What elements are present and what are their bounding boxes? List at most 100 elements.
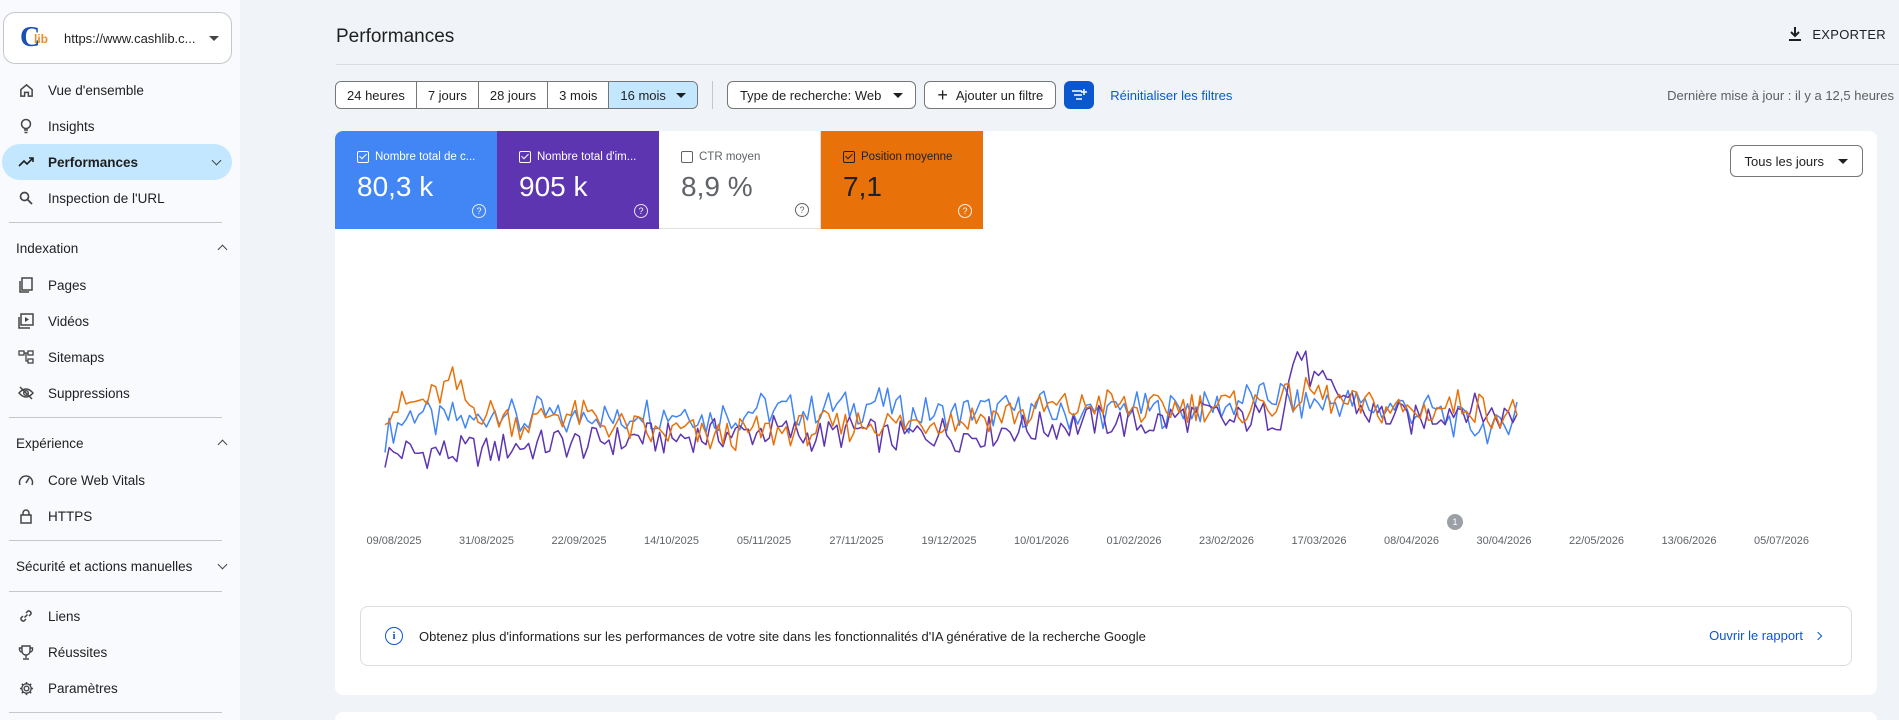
chevron-down-icon xyxy=(1838,158,1848,164)
section-experience[interactable]: Expérience xyxy=(0,424,240,462)
metric-impressions[interactable]: Nombre total d'im... 905 k ? xyxy=(497,131,659,229)
chevron-down-icon[interactable] xyxy=(211,155,222,166)
range-16m[interactable]: 16 mois xyxy=(609,82,697,108)
trending-up-icon xyxy=(18,154,34,170)
sidebar: C lib https://www.cashlib.c... Vue d'ens… xyxy=(0,0,240,720)
home-icon xyxy=(18,82,34,98)
header-divider xyxy=(336,64,1899,65)
page-header: Performances EXPORTER xyxy=(336,0,1899,64)
gear-icon xyxy=(18,680,34,696)
metric-position[interactable]: Position moyenne 7,1 ? xyxy=(821,131,983,229)
x-tick-label: 30/04/2026 xyxy=(1476,535,1532,547)
x-tick-label: 27/11/2025 xyxy=(829,535,884,547)
search-icon xyxy=(18,190,34,206)
metric-clicks[interactable]: Nombre total de c... 80,3 k ? xyxy=(335,131,497,229)
info-icon: i xyxy=(385,627,403,645)
sidebar-item-achievements[interactable]: Réussites xyxy=(0,634,233,670)
last-updated: Dernière mise à jour : il y a 12,5 heure… xyxy=(1667,88,1894,103)
chevron-down-icon xyxy=(217,559,228,570)
sidebar-divider xyxy=(9,540,222,541)
property-selector[interactable]: C lib https://www.cashlib.c... xyxy=(3,12,232,64)
property-logo: C lib xyxy=(20,22,48,53)
sidebar-item-sitemaps[interactable]: Sitemaps xyxy=(0,339,233,375)
help-icon[interactable]: ? xyxy=(795,203,809,217)
sidebar-item-videos[interactable]: Vidéos xyxy=(0,303,233,339)
x-tick-label: 10/01/2026 xyxy=(1013,535,1070,547)
sitemap-icon xyxy=(18,349,34,365)
reset-filters-link[interactable]: Réinitialiser les filtres xyxy=(1110,87,1233,103)
x-tick-label: 22/05/2026 xyxy=(1568,535,1625,547)
sidebar-divider xyxy=(9,222,222,223)
section-security[interactable]: Sécurité et actions manuelles xyxy=(0,547,240,585)
metric-ctr[interactable]: CTR moyen 8,9 % ? xyxy=(659,131,821,229)
days-dropdown[interactable]: Tous les jours xyxy=(1729,145,1863,177)
x-tick-label: 09/08/2025 xyxy=(366,535,422,547)
ai-info-banner: i Obtenez plus d'informations sur les pe… xyxy=(360,606,1852,666)
chevron-up-icon xyxy=(217,244,228,255)
range-7d[interactable]: 7 jours xyxy=(416,82,479,108)
filter-bar: 24 heures 7 jours 28 jours 3 mois 16 moi… xyxy=(335,81,1232,109)
x-tick-label: 13/06/2026 xyxy=(1661,535,1717,547)
x-tick-label: 23/02/2026 xyxy=(1198,535,1255,547)
series-line-2 xyxy=(384,366,1518,452)
x-tick-label: 05/07/2026 xyxy=(1753,535,1810,547)
sidebar-item-insights[interactable]: Insights xyxy=(0,108,233,144)
page-title: Performances xyxy=(336,26,455,47)
pages-icon xyxy=(18,277,34,293)
section-indexing[interactable]: Indexation xyxy=(0,229,240,267)
sidebar-divider xyxy=(9,417,222,418)
x-tick-label: 14/10/2025 xyxy=(643,535,700,547)
video-icon xyxy=(18,313,34,329)
x-tick-label: 08/04/2026 xyxy=(1383,535,1440,547)
checkbox-unchecked-icon[interactable] xyxy=(681,151,693,163)
range-3m[interactable]: 3 mois xyxy=(548,82,610,108)
checkbox-checked-icon[interactable] xyxy=(519,151,531,163)
date-range-chips: 24 heures 7 jours 28 jours 3 mois 16 moi… xyxy=(335,81,698,109)
series-line-1 xyxy=(384,350,1518,470)
open-report-link[interactable]: Ouvrir le rapport xyxy=(1709,628,1823,643)
sidebar-item-core-web-vitals[interactable]: Core Web Vitals xyxy=(0,462,233,498)
performance-chart[interactable] xyxy=(335,229,1877,529)
x-tick-label: 22/09/2025 xyxy=(551,535,607,547)
annotation-marker[interactable]: 1 xyxy=(1447,514,1463,530)
chevron-down-icon xyxy=(675,92,686,98)
secondary-card xyxy=(335,712,1877,720)
performance-card: Nombre total de c... 80,3 k ? Nombre tot… xyxy=(335,131,1877,695)
filter-separator xyxy=(711,81,713,109)
filter-icon xyxy=(1072,89,1088,100)
help-icon[interactable]: ? xyxy=(634,204,648,218)
chevron-down-icon xyxy=(893,92,904,98)
x-tick-label: 19/12/2025 xyxy=(921,535,977,547)
sidebar-nav: Vue d'ensemble Insights Performances Ins… xyxy=(0,72,240,719)
chevron-down-icon xyxy=(209,35,219,41)
sidebar-item-removals[interactable]: Suppressions xyxy=(0,375,233,411)
sidebar-item-pages[interactable]: Pages xyxy=(0,267,233,303)
help-icon[interactable]: ? xyxy=(472,204,486,218)
sidebar-divider xyxy=(9,591,222,592)
sidebar-item-links[interactable]: Liens xyxy=(0,598,233,634)
sidebar-item-settings[interactable]: Paramètres xyxy=(0,670,233,706)
sidebar-item-url-inspection[interactable]: Inspection de l'URL xyxy=(0,180,233,216)
export-button[interactable]: EXPORTER xyxy=(1788,26,1886,42)
sidebar-item-overview[interactable]: Vue d'ensemble xyxy=(0,72,233,108)
visibility-off-icon xyxy=(18,385,34,401)
sidebar-item-performances[interactable]: Performances xyxy=(2,144,232,180)
checkbox-checked-icon[interactable] xyxy=(357,151,369,163)
range-24h[interactable]: 24 heures xyxy=(336,82,417,108)
help-icon[interactable]: ? xyxy=(958,204,972,218)
search-type-dropdown[interactable]: Type de recherche: Web xyxy=(726,81,917,109)
lock-icon xyxy=(18,508,34,524)
x-tick-label: 17/03/2026 xyxy=(1291,535,1347,547)
x-tick-label: 05/11/2025 xyxy=(736,535,792,547)
speedometer-icon xyxy=(18,472,34,488)
range-28d[interactable]: 28 jours xyxy=(478,82,549,108)
sidebar-divider xyxy=(9,712,222,713)
sidebar-item-https[interactable]: HTTPS xyxy=(0,498,233,534)
add-filter-button[interactable]: + Ajouter un filtre xyxy=(924,81,1057,109)
link-icon xyxy=(18,608,34,624)
download-icon xyxy=(1789,27,1802,41)
filter-settings-button[interactable] xyxy=(1064,81,1095,109)
checkbox-checked-icon[interactable] xyxy=(843,151,855,163)
chevron-up-icon xyxy=(217,439,228,450)
plus-icon: + xyxy=(937,85,948,105)
